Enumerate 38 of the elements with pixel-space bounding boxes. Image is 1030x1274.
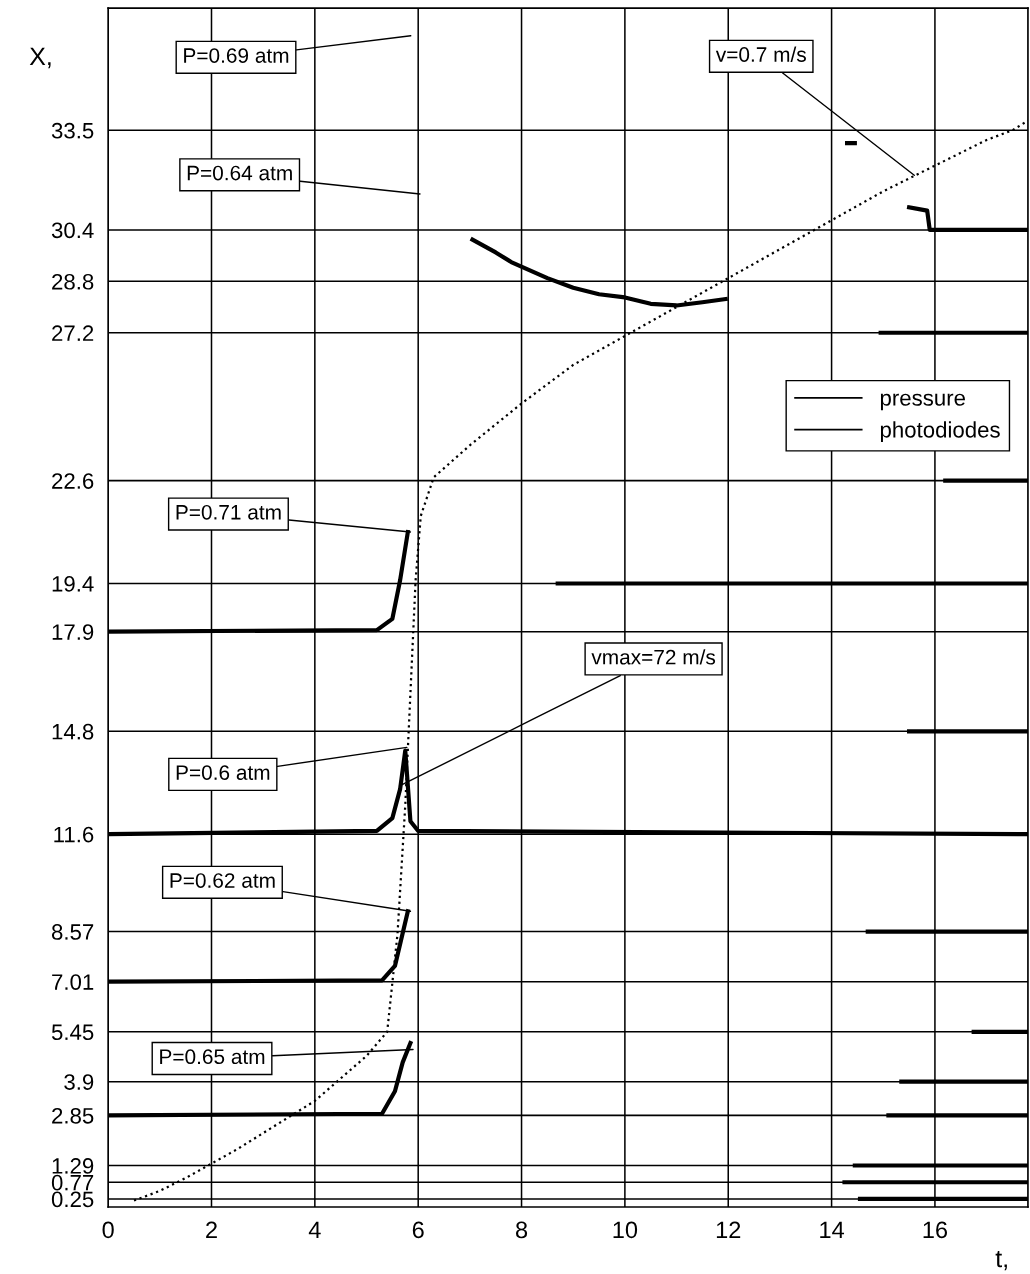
annotation: P=0.64 atm: [187, 165, 292, 181]
y-axis-title: X,: [29, 47, 51, 69]
y-tick-label: 28.8: [52, 273, 94, 290]
y-tick-label: 1.29: [52, 1158, 94, 1174]
x-tick-label: 6: [412, 1221, 424, 1239]
x-tick-label: 10: [613, 1221, 638, 1239]
y-tick-label: 0.77: [51, 1174, 94, 1191]
y-tick-label: 3.9: [64, 1074, 94, 1090]
legend-label: photodiodes: [880, 421, 1000, 443]
x-tick-label: 4: [308, 1221, 321, 1238]
annotation: P=0.69 atm: [184, 48, 289, 63]
annotation: v=0.7 m/s: [715, 46, 806, 62]
annotation: P=0.62 atm: [170, 873, 275, 888]
annotation: vmax=72 m/s: [591, 649, 716, 665]
y-tick-label: 11.6: [54, 826, 94, 843]
annotation: P=0.6 atm: [176, 765, 270, 780]
y-tick-label: 5.45: [51, 1024, 94, 1041]
y-tick-label: 2.85: [52, 1107, 94, 1124]
y-tick-label: 14.8: [52, 723, 94, 740]
x-tick-label: 16: [923, 1221, 948, 1239]
y-tick-label: 19.4: [52, 576, 94, 592]
x-tick-label: 12: [716, 1221, 741, 1238]
y-tick-label: 8.57: [51, 924, 94, 940]
annotation: P=0.65 atm: [160, 1049, 265, 1065]
y-tick-label: 7.01: [52, 974, 94, 990]
y-tick-label: 33.5: [51, 122, 94, 139]
x-tick-label: 2: [206, 1221, 217, 1238]
y-tick-label: 0.25: [51, 1191, 94, 1208]
y-tick-label: 22.6: [52, 473, 94, 489]
annotation: P=0.71 atm: [176, 504, 281, 520]
x-tick-label: 0: [102, 1221, 114, 1239]
legend-label: pressure: [880, 393, 965, 411]
x-axis-title: t,: [995, 1250, 1007, 1271]
y-tick-label: 27.2: [52, 325, 94, 341]
x-tick-label: 8: [516, 1221, 528, 1239]
x-tick-label: 14: [820, 1221, 845, 1238]
y-tick-label: 30.4: [51, 222, 94, 239]
y-tick-label: 17.9: [52, 624, 94, 640]
